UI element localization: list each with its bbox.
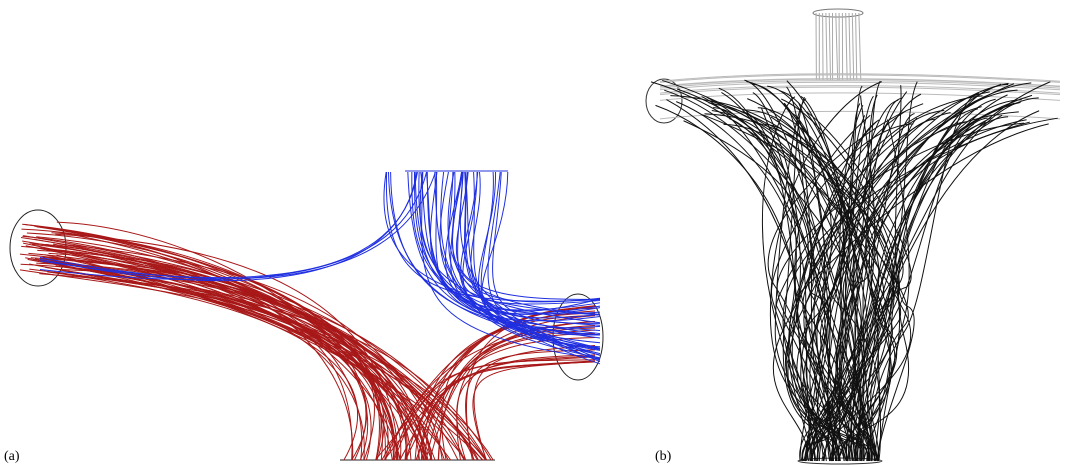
streamline <box>849 13 850 80</box>
panel-a <box>10 171 603 460</box>
streamline <box>836 13 838 80</box>
streamline <box>859 13 861 80</box>
streamline <box>863 102 1021 461</box>
streamline <box>856 13 857 80</box>
panel-label: (b) <box>655 449 672 464</box>
streamline <box>851 84 1008 461</box>
figure: (a) (b) <box>0 0 1069 467</box>
page: (a) (b) (() => { const data = JSON.parse… <box>0 0 1069 467</box>
streamline <box>473 361 595 460</box>
streamline <box>829 13 830 80</box>
streamline <box>48 253 464 460</box>
streamline <box>852 13 853 80</box>
streamline <box>45 255 466 460</box>
panel-label: (a) <box>4 449 20 464</box>
panel-b <box>646 9 1060 464</box>
streamline <box>21 264 432 460</box>
streamline <box>39 274 352 460</box>
streamline <box>456 172 600 299</box>
streamline <box>440 172 600 314</box>
streamline <box>826 13 827 80</box>
streamline <box>846 13 847 80</box>
